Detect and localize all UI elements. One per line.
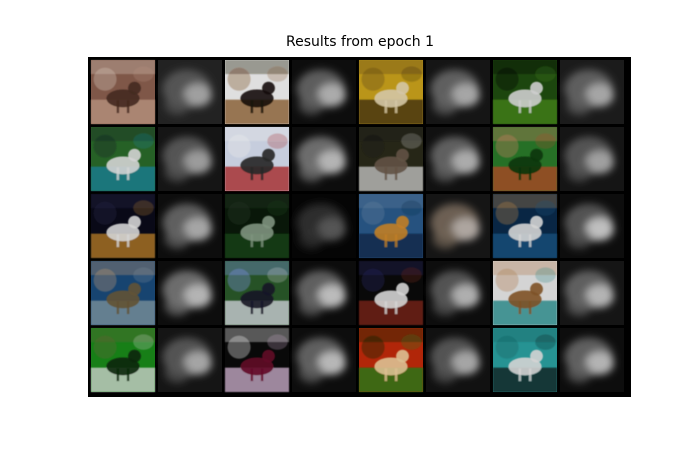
real-image-tile xyxy=(91,127,155,191)
reconstruction-tile xyxy=(158,194,222,258)
image-grid-svg xyxy=(91,60,624,392)
reconstruction-tile xyxy=(158,261,222,325)
reconstruction-tile xyxy=(426,328,490,392)
real-image-tile xyxy=(91,194,155,258)
real-image-tile xyxy=(91,261,155,325)
reconstruction-tile xyxy=(426,60,490,124)
real-image-tile xyxy=(493,261,557,325)
reconstruction-tile xyxy=(292,194,356,258)
real-image-tile xyxy=(493,127,557,191)
real-image-tile xyxy=(91,328,155,392)
image-grid xyxy=(88,57,631,397)
reconstruction-tile xyxy=(158,127,222,191)
real-image-tile xyxy=(225,194,289,258)
real-image-tile xyxy=(493,60,557,124)
reconstruction-tile xyxy=(560,328,624,392)
reconstruction-tile xyxy=(560,60,624,124)
figure-title: Results from epoch 1 xyxy=(285,34,435,50)
reconstruction-tile xyxy=(560,194,624,258)
real-image-tile xyxy=(225,328,289,392)
reconstruction-tile xyxy=(292,261,356,325)
real-image-tile xyxy=(359,194,423,258)
reconstruction-tile xyxy=(426,194,490,258)
real-image-tile xyxy=(225,261,289,325)
reconstruction-tile xyxy=(560,261,624,325)
real-image-tile xyxy=(91,60,155,124)
real-image-tile xyxy=(225,127,289,191)
real-image-tile xyxy=(493,328,557,392)
reconstruction-tile xyxy=(426,261,490,325)
reconstruction-tile xyxy=(292,127,356,191)
real-image-tile xyxy=(359,261,423,325)
real-image-tile xyxy=(359,127,423,191)
reconstruction-tile xyxy=(292,328,356,392)
real-image-tile xyxy=(359,60,423,124)
reconstruction-tile xyxy=(426,127,490,191)
reconstruction-tile xyxy=(158,328,222,392)
reconstruction-tile xyxy=(560,127,624,191)
real-image-tile xyxy=(359,328,423,392)
real-image-tile xyxy=(493,194,557,258)
real-image-tile xyxy=(225,60,289,124)
reconstruction-tile xyxy=(158,60,222,124)
reconstruction-tile xyxy=(292,60,356,124)
